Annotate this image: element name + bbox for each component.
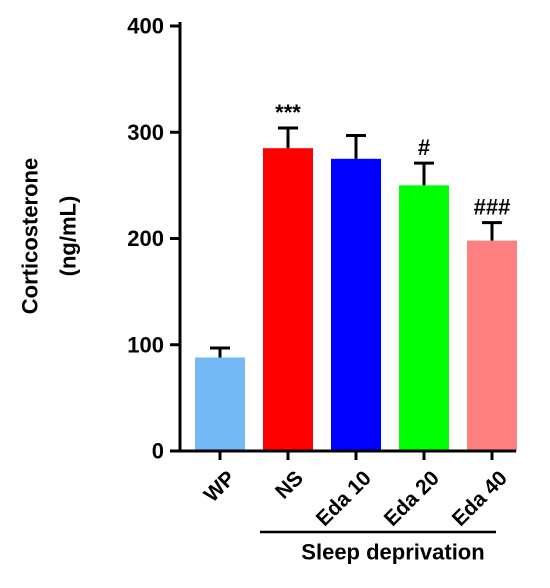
group-label: Sleep deprivation	[301, 540, 484, 565]
y-axis-title-line1: Corticosterone	[18, 158, 43, 314]
significance-annotation: #	[418, 135, 430, 160]
bar-eda-20	[399, 185, 449, 451]
bar-wp	[195, 357, 245, 451]
plot-area: ***####	[195, 100, 517, 451]
y-tick-label: 200	[127, 226, 164, 251]
y-tick-label: 300	[127, 120, 164, 145]
y-axis-title: Corticosterone (ng/mL)	[18, 158, 81, 314]
x-axis-ticks: WP NS Eda 10 Eda 20 Eda 40	[200, 451, 512, 531]
y-tick-label: 400	[127, 14, 164, 39]
significance-annotation: ***	[275, 100, 301, 125]
y-tick-label: 100	[127, 332, 164, 357]
x-tick-label: Eda 40	[448, 467, 512, 531]
x-tick-label: NS	[271, 467, 308, 504]
bar-ns	[263, 148, 313, 451]
significance-annotation: ###	[474, 195, 511, 220]
y-tick-label: 0	[152, 439, 164, 464]
x-tick-label: Eda 10	[312, 467, 376, 531]
bar-eda-40	[467, 240, 517, 451]
y-axis-title-line2: (ng/mL)	[56, 196, 81, 277]
x-tick-label: Eda 20	[380, 467, 444, 531]
y-axis-ticks: 0 100 200 300 400	[127, 14, 180, 464]
x-tick-label: WP	[200, 467, 240, 507]
bar-eda-10	[331, 158, 381, 451]
